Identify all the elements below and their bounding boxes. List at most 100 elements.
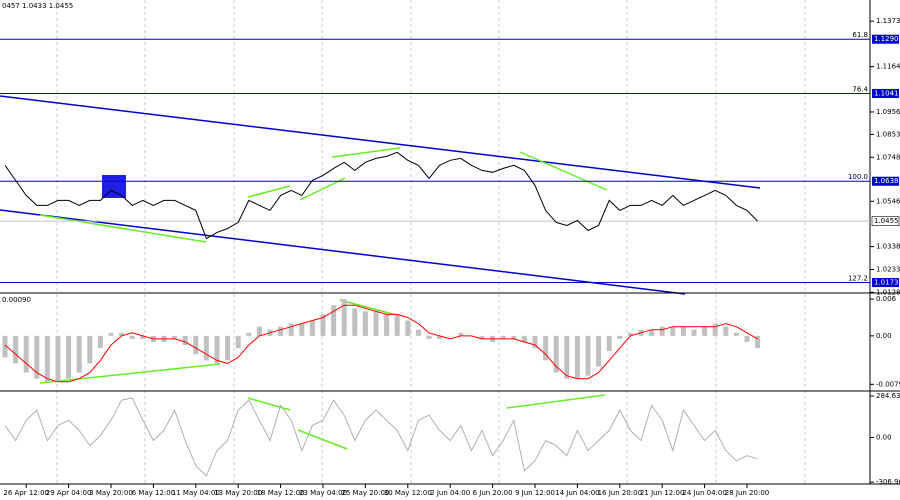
x-tick-label: 25 May 20:00 xyxy=(341,489,389,497)
y-tick-label: 1.0233 xyxy=(876,265,900,273)
y-tick-label: 0.00 xyxy=(876,433,892,441)
histogram-bar xyxy=(66,335,72,379)
histogram-bar xyxy=(373,311,379,336)
histogram-bar xyxy=(214,335,220,364)
x-tick-label: 21 Jun 12:00 xyxy=(640,489,684,497)
histogram-bar xyxy=(246,332,252,336)
histogram-bar xyxy=(288,323,294,336)
x-tick-label: 30 May 12:00 xyxy=(384,489,432,497)
histogram-bar xyxy=(235,335,241,349)
vertical-grid xyxy=(56,0,806,484)
price-header: 0457 1.0433 1.0455 xyxy=(2,2,73,10)
x-tick-label: 6 May 12:00 xyxy=(132,489,176,497)
histogram-bar xyxy=(447,335,453,337)
histogram-bar xyxy=(129,335,135,339)
histogram-bar xyxy=(140,335,146,339)
histogram-bar xyxy=(564,335,570,379)
histogram-bar xyxy=(299,323,305,336)
histogram-bar xyxy=(76,335,82,373)
x-tick-label: 23 May 04:00 xyxy=(299,489,347,497)
y-tick-label: 0.006 xyxy=(876,295,897,303)
histogram-bar xyxy=(87,335,93,364)
histogram-bar xyxy=(627,332,633,336)
y-tick-label: 1.0546 xyxy=(876,197,900,205)
x-tick-label: 11 May 04:00 xyxy=(172,489,220,497)
histogram-bar xyxy=(97,335,103,349)
histogram-bar xyxy=(426,335,432,339)
y-tick-label: 1.0748 xyxy=(876,153,900,161)
histogram-bar xyxy=(606,335,612,352)
level-price-box xyxy=(872,34,899,44)
y-tick-label: 1.1164 xyxy=(876,63,900,71)
level-name: 76.4 xyxy=(852,85,868,93)
x-tick-label: 2 Jun 04:00 xyxy=(430,489,470,497)
level-name: 100.0 xyxy=(848,173,868,181)
histogram-bar xyxy=(278,326,284,336)
histogram-bar xyxy=(511,335,517,339)
y-tick-label: -306.964 xyxy=(876,478,900,486)
level-price-label: 1.1290 xyxy=(874,35,899,43)
marker-box xyxy=(102,175,126,198)
x-tick-label: 3 May 20:00 xyxy=(89,489,133,497)
histogram-bar xyxy=(574,335,580,379)
histogram-bar xyxy=(702,326,708,336)
histogram-bar xyxy=(34,335,40,379)
histogram-bar xyxy=(680,326,686,336)
level-price-box xyxy=(872,176,899,186)
histogram-bar xyxy=(384,314,390,336)
histogram-bar xyxy=(320,314,326,336)
x-tick-label: 13 May 20:00 xyxy=(214,489,262,497)
histogram-bar xyxy=(362,311,368,336)
channel-upper xyxy=(0,95,761,189)
histogram-bar xyxy=(617,335,623,339)
histogram-bar xyxy=(44,335,50,382)
signal-line xyxy=(4,304,758,383)
histogram-bar xyxy=(691,329,697,336)
histogram-bar xyxy=(193,335,199,355)
histogram-bar xyxy=(596,335,602,367)
level-price-box xyxy=(872,278,899,288)
y-tick-label: -0.00791 xyxy=(876,380,900,388)
histogram-bar xyxy=(659,326,665,336)
histogram-bar xyxy=(744,335,750,342)
histogram-bar xyxy=(331,305,337,336)
level-name: 127.2 xyxy=(848,275,868,283)
x-tick-label: 24 Jun 04:00 xyxy=(682,489,726,497)
y-tick-label: 0.00 xyxy=(876,332,892,340)
histogram-bar xyxy=(458,332,464,336)
histogram-bar xyxy=(13,335,19,364)
x-tick-label: 18 May 12:00 xyxy=(257,489,305,497)
histogram-bar xyxy=(500,335,506,339)
histogram-bar xyxy=(119,332,125,336)
histogram-bar xyxy=(670,326,676,336)
y-tick-label: 284.6313 xyxy=(876,392,900,400)
histogram-bar xyxy=(23,335,29,373)
price-line xyxy=(4,151,758,240)
level-price-box xyxy=(872,88,899,98)
histogram-bar xyxy=(203,335,209,361)
histogram-bar xyxy=(415,329,421,336)
histogram-bar xyxy=(2,335,8,358)
histogram-bar xyxy=(352,308,358,336)
histogram-bar xyxy=(733,332,739,336)
histogram-bar xyxy=(723,326,729,336)
histogram-bar xyxy=(394,314,400,336)
x-tick-label: 26 Apr 12:00 xyxy=(3,489,49,497)
histogram-bar xyxy=(585,335,591,376)
histogram-bar xyxy=(172,335,178,339)
histogram-bar xyxy=(532,335,538,349)
histogram-bar xyxy=(405,320,411,336)
histogram-bar xyxy=(712,323,718,336)
histogram-bar xyxy=(649,329,655,336)
y-tick-label: 1.1373 xyxy=(876,17,900,25)
x-tick-label: 28 Jun 20:00 xyxy=(725,489,769,497)
histogram-bar xyxy=(108,332,114,336)
level-price-label: 1.1041 xyxy=(874,89,899,97)
histogram-bar xyxy=(182,335,188,346)
histogram-bar xyxy=(341,299,347,336)
histogram-bar xyxy=(479,335,485,339)
histogram-bar xyxy=(256,326,262,336)
histogram-bar xyxy=(225,335,231,361)
